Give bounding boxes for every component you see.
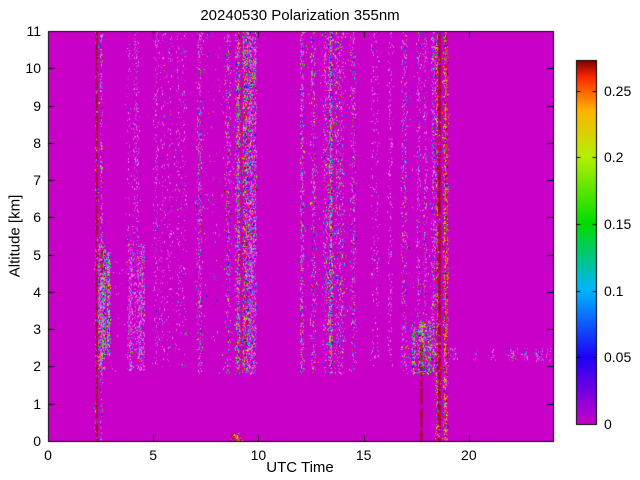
y-tick-label: 1 — [33, 395, 41, 412]
y-tick-label: 8 — [33, 134, 41, 151]
x-tick-label: 0 — [44, 447, 52, 463]
y-tick-label: 7 — [33, 172, 41, 189]
y-tick-label: 4 — [33, 283, 41, 300]
y-tick-label: 9 — [33, 97, 41, 114]
x-axis-label: UTC Time — [266, 459, 334, 476]
y-tick-label: 6 — [33, 209, 41, 226]
colorbar-tick-label: 0.1 — [604, 282, 624, 299]
colorbar-tick-label: 0 — [604, 416, 612, 432]
x-tick-label: 15 — [355, 447, 372, 463]
colorbar-tick-label: 0.2 — [604, 149, 624, 166]
x-tick-label: 5 — [149, 447, 158, 463]
y-tick-label: 0 — [33, 433, 41, 449]
y-axis-label: Altitude [km] — [6, 194, 24, 278]
y-tick-label: 5 — [33, 246, 41, 263]
y-tick-label: 10 — [25, 60, 41, 77]
colorbar-tick-label: 0.25 — [604, 82, 632, 99]
y-tick-label: 3 — [33, 321, 41, 338]
y-tick-label: 11 — [26, 23, 41, 39]
y-tick-label: 2 — [33, 358, 41, 375]
x-tick-label: 20 — [461, 447, 477, 463]
colorbar-tick-label: 0.05 — [604, 349, 632, 366]
colorbar-tick-label: 0.15 — [604, 216, 632, 232]
chart-title: 20240530 Polarization 355nm — [200, 7, 400, 24]
x-tick-label: 10 — [250, 447, 267, 463]
